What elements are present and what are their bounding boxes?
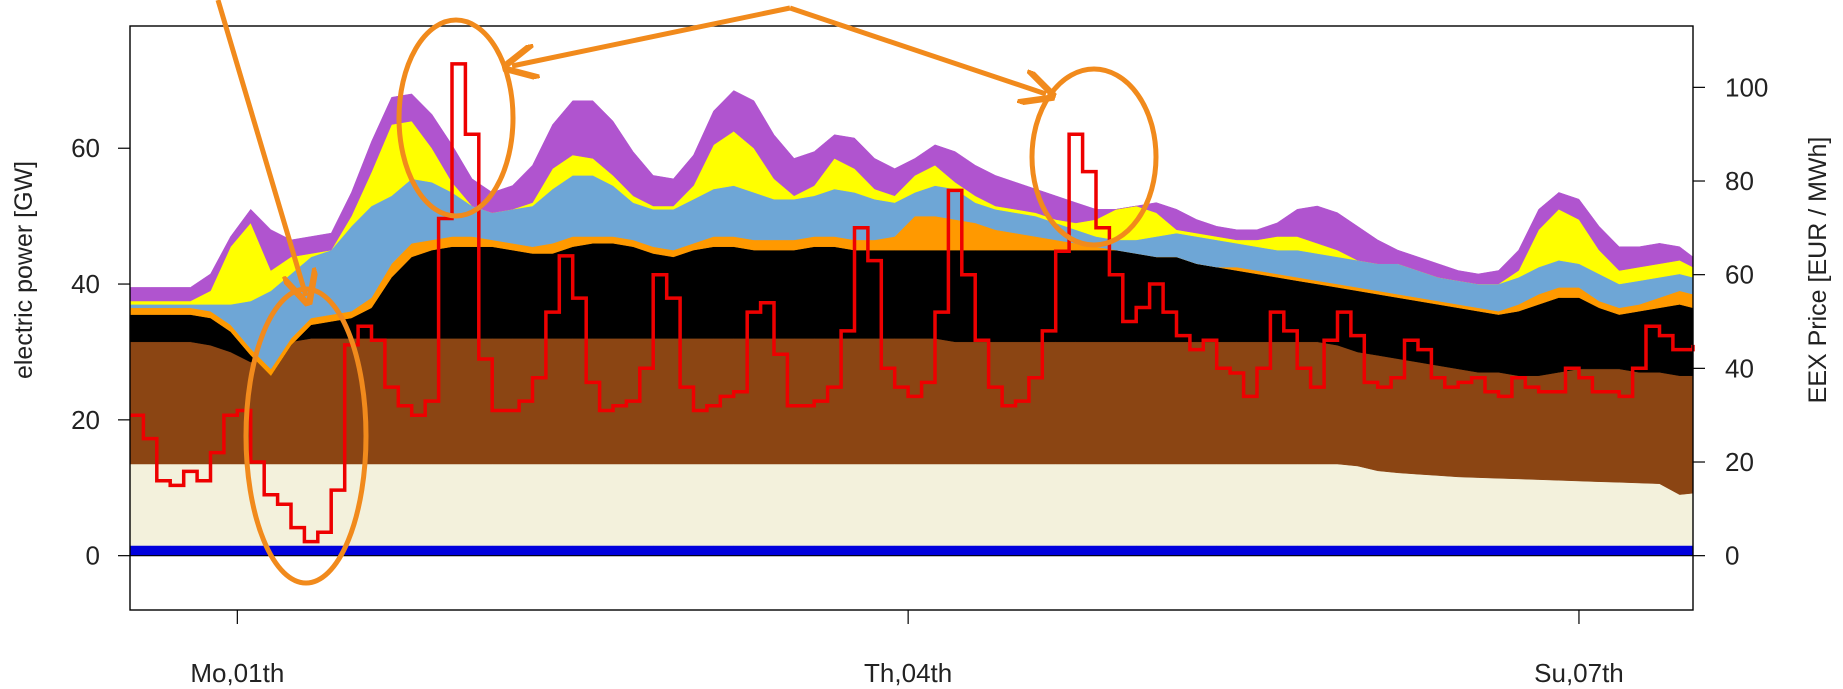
y-tick-label: 60 bbox=[71, 133, 100, 163]
annotation-arrow bbox=[512, 5, 791, 66]
highlight-ellipse bbox=[396, 17, 516, 219]
annotation-arrow bbox=[215, 0, 306, 296]
y-axis-label: electric power [GW] bbox=[10, 161, 38, 379]
y2-tick-label: 60 bbox=[1725, 260, 1754, 290]
y-tick-label: 20 bbox=[71, 405, 100, 435]
stacked-area-layer bbox=[129, 90, 1694, 556]
price-line bbox=[130, 62, 1695, 544]
area-series-1 bbox=[129, 545, 1694, 556]
annotation-arrow bbox=[789, 5, 1046, 94]
y-tick-label: 0 bbox=[86, 541, 100, 571]
y-tick-label: 40 bbox=[71, 269, 100, 299]
x-tick-label: Th,04th bbox=[864, 658, 952, 688]
y2-tick-label: 0 bbox=[1725, 541, 1739, 571]
y2-axis-label: EEX Price [EUR / MWh] bbox=[1804, 137, 1832, 404]
y2-tick-label: 80 bbox=[1725, 166, 1754, 196]
y2-tick-label: 100 bbox=[1725, 72, 1768, 102]
axes-layer: 0 20 40 60 0 20 40 60 80 100 Mo,01th Th,04th Su,07th bbox=[71, 72, 1768, 688]
annotation-layer bbox=[215, 0, 1159, 586]
highlight-ellipse bbox=[1029, 66, 1159, 248]
plot-frame bbox=[129, 25, 1694, 611]
price-line-layer bbox=[130, 62, 1695, 544]
y2-tick-label: 20 bbox=[1725, 447, 1754, 477]
x-tick-label: Su,07th bbox=[1534, 658, 1624, 688]
y2-tick-label: 40 bbox=[1725, 353, 1754, 383]
x-tick-label: Mo,01th bbox=[190, 658, 284, 688]
